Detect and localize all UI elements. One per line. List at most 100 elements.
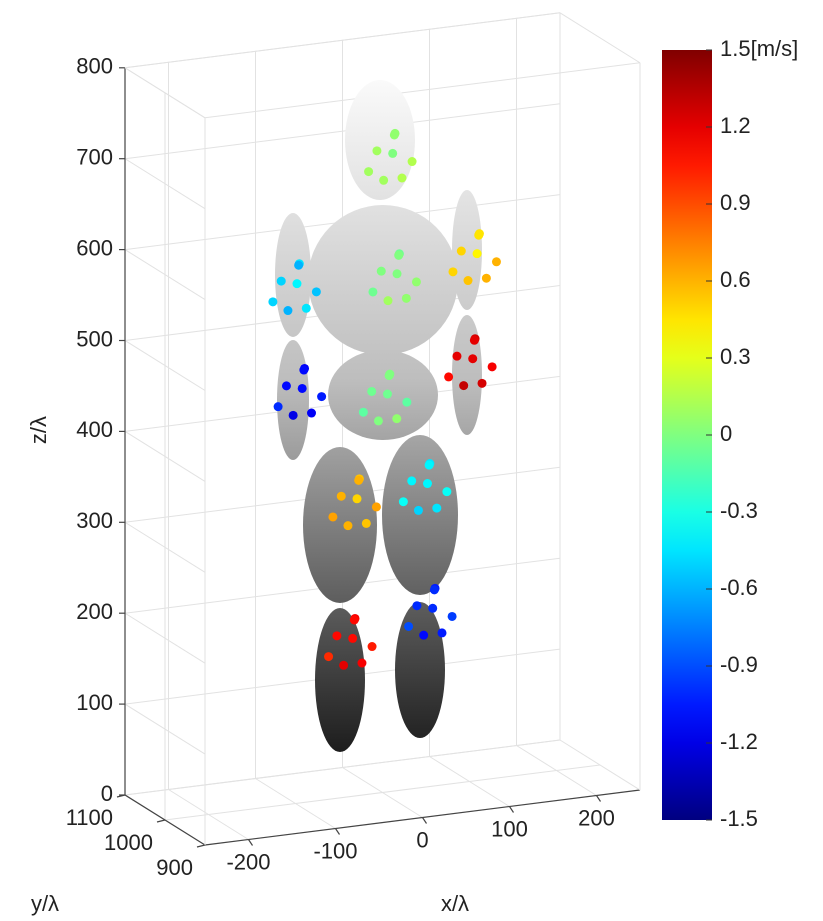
point bbox=[294, 260, 304, 270]
y-tick-label: 1100 bbox=[66, 805, 113, 830]
colorbar-tick-label: 1.5[m/s] bbox=[720, 36, 798, 61]
point bbox=[432, 503, 442, 513]
z-tick-label: 700 bbox=[76, 145, 113, 170]
point bbox=[388, 148, 398, 158]
box-edge bbox=[559, 739, 641, 791]
point bbox=[299, 365, 309, 375]
point bbox=[407, 157, 417, 167]
point bbox=[311, 287, 321, 297]
point bbox=[469, 335, 479, 345]
x-tick-label: 100 bbox=[491, 816, 528, 841]
point bbox=[444, 372, 454, 382]
point bbox=[447, 611, 457, 621]
head bbox=[345, 80, 415, 200]
colorbar bbox=[662, 50, 712, 820]
x-tick-label: -200 bbox=[226, 849, 270, 874]
point bbox=[413, 505, 423, 515]
thigh bbox=[382, 435, 458, 595]
colorbar-tick-label: -1.5 bbox=[720, 806, 758, 831]
colorbar-tick-label: -0.6 bbox=[720, 575, 758, 600]
point bbox=[448, 267, 458, 277]
point bbox=[463, 276, 473, 286]
point bbox=[373, 416, 383, 426]
point bbox=[367, 642, 377, 652]
colorbar-tick-label: -1.2 bbox=[720, 729, 758, 754]
arm bbox=[452, 190, 482, 310]
point bbox=[411, 277, 421, 287]
point bbox=[452, 351, 462, 361]
colorbar-tick-label: 0.6 bbox=[720, 267, 751, 292]
shin bbox=[315, 608, 365, 752]
colorbar-tick-label: 1.2 bbox=[720, 113, 751, 138]
box-edge bbox=[124, 67, 206, 119]
point bbox=[307, 408, 317, 418]
point bbox=[283, 306, 293, 316]
point bbox=[301, 303, 311, 313]
x-tick-label: -100 bbox=[313, 838, 357, 863]
point bbox=[348, 633, 358, 643]
box-edge bbox=[204, 62, 641, 119]
z-tick-label: 300 bbox=[76, 508, 113, 533]
point bbox=[336, 491, 346, 501]
shin bbox=[395, 602, 445, 738]
point bbox=[402, 397, 412, 407]
grid-line bbox=[164, 764, 601, 821]
z-tick-label: 0 bbox=[101, 781, 113, 806]
grid-line bbox=[124, 739, 561, 796]
point bbox=[397, 173, 407, 183]
colorbar-tick-label: 0.3 bbox=[720, 344, 751, 369]
point bbox=[339, 660, 349, 670]
point bbox=[398, 497, 408, 507]
y-tick-label: 900 bbox=[156, 855, 193, 880]
arm bbox=[277, 340, 309, 460]
z-tick-label: 600 bbox=[76, 235, 113, 260]
point bbox=[442, 487, 452, 497]
point bbox=[367, 386, 377, 396]
z-tick-label: 200 bbox=[76, 599, 113, 624]
point bbox=[324, 652, 334, 662]
point bbox=[354, 475, 364, 485]
point bbox=[273, 402, 283, 412]
point bbox=[281, 381, 291, 391]
x-tick-label: 0 bbox=[416, 827, 428, 852]
body-model bbox=[275, 80, 482, 752]
point bbox=[328, 512, 338, 522]
tick-mark bbox=[116, 794, 126, 798]
point bbox=[364, 167, 374, 177]
point bbox=[422, 479, 432, 489]
z-tick-label: 500 bbox=[76, 326, 113, 351]
thigh bbox=[303, 447, 377, 603]
point bbox=[288, 410, 298, 420]
point bbox=[371, 502, 381, 512]
y-axis-label: y/λ bbox=[31, 891, 59, 916]
point bbox=[368, 287, 378, 297]
z-axis-label: z/λ bbox=[26, 416, 51, 444]
z-tick-label: 100 bbox=[76, 690, 113, 715]
point bbox=[372, 146, 382, 156]
z-tick-label: 400 bbox=[76, 417, 113, 442]
point bbox=[477, 378, 487, 388]
point bbox=[352, 494, 362, 504]
point bbox=[429, 585, 439, 595]
point bbox=[407, 476, 417, 486]
axis-line bbox=[204, 789, 641, 846]
point bbox=[357, 658, 367, 668]
z-tick-label: 800 bbox=[76, 54, 113, 79]
tick-mark bbox=[156, 819, 166, 823]
point bbox=[491, 257, 501, 267]
point bbox=[276, 276, 286, 286]
tick-mark bbox=[196, 844, 206, 848]
point bbox=[317, 392, 327, 402]
box-edge bbox=[559, 12, 641, 64]
point bbox=[481, 273, 491, 283]
point bbox=[392, 414, 402, 424]
point bbox=[379, 175, 389, 185]
y-tick-label: 1000 bbox=[104, 830, 153, 855]
point bbox=[428, 603, 438, 613]
box-edge bbox=[124, 12, 561, 69]
point bbox=[343, 521, 353, 531]
x-tick-label: 200 bbox=[578, 805, 615, 830]
point bbox=[349, 615, 359, 625]
point bbox=[419, 630, 429, 640]
